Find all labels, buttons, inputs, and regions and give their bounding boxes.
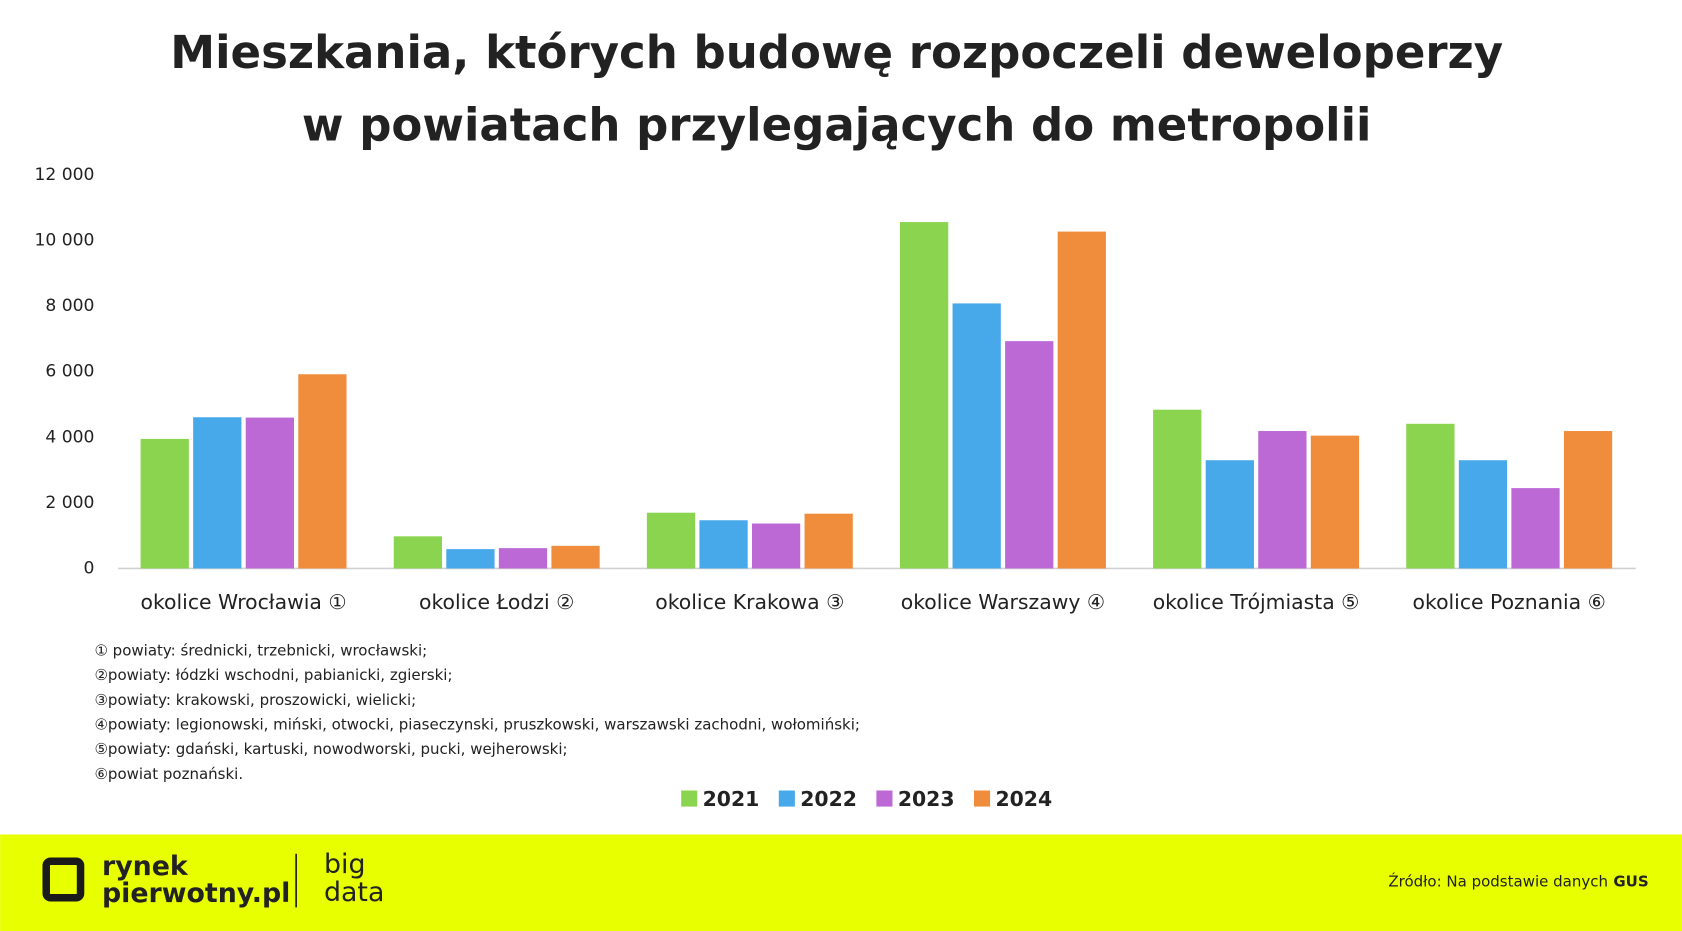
- legend-label: 2021: [703, 787, 760, 811]
- brand: pierwotny.pl: [102, 878, 290, 909]
- y-tick-label: 0: [84, 558, 95, 578]
- footnote: ④powiaty: legionowski, miński, otwocki, …: [94, 716, 859, 734]
- legend-swatch: [974, 790, 991, 807]
- bar: [140, 438, 189, 569]
- bar: [1511, 488, 1560, 569]
- x-tick-label: okolice Poznania ⑥: [1413, 590, 1606, 614]
- x-tick-label: okolice Łodzi ②: [419, 590, 574, 614]
- tagline: data: [324, 877, 384, 908]
- bar: [899, 222, 949, 569]
- bar: [1005, 341, 1054, 569]
- brand: rynek: [102, 851, 189, 882]
- bar: [1310, 435, 1360, 569]
- bar: [446, 549, 495, 569]
- source-text: Źródło: Na podstawie danych: [1388, 871, 1608, 890]
- bar: [1057, 231, 1106, 569]
- bar: [1258, 431, 1307, 569]
- tagline: big: [324, 849, 365, 880]
- source-bold: GUS: [1613, 872, 1648, 890]
- legend-swatch: [681, 790, 698, 807]
- footnote: ⑥powiat poznański.: [94, 765, 243, 783]
- legend-label: 2023: [898, 787, 955, 811]
- bar: [245, 417, 294, 569]
- footnote: ① powiaty: średnicki, trzebnicki, wrocła…: [94, 642, 427, 660]
- footnote: ②powiaty: łódzki wschodni, pabianicki, z…: [94, 666, 452, 684]
- y-tick-label: 10 000: [34, 230, 94, 250]
- bar: [551, 545, 600, 569]
- bar: [498, 548, 548, 569]
- footnote: ③powiaty: krakowski, proszowicki, wielic…: [94, 691, 416, 709]
- bar: [804, 513, 853, 569]
- bar: [1153, 409, 1202, 569]
- bar: [751, 523, 801, 569]
- y-tick-label: 8 000: [45, 296, 94, 316]
- bar: [699, 520, 748, 569]
- legend-label: 2022: [800, 787, 857, 811]
- bar: [193, 417, 242, 569]
- y-tick-label: 6 000: [45, 362, 94, 382]
- bar: [952, 303, 1001, 569]
- bar: [298, 374, 347, 569]
- footer-band: [0, 834, 1682, 931]
- logo-icon: [42, 857, 85, 902]
- bar: [1563, 431, 1613, 569]
- y-tick-label: 2 000: [45, 493, 94, 513]
- legend-swatch: [778, 790, 795, 807]
- x-tick-label: okolice Wrocławia ①: [141, 590, 347, 614]
- footnote: ⑤powiaty: gdański, kartuski, nowodworski…: [94, 740, 567, 758]
- bar: [393, 536, 442, 569]
- chart-title: w powiatach przylegających do metropolii: [302, 99, 1372, 152]
- legend-label: 2024: [995, 787, 1052, 811]
- x-tick-label: okolice Trójmiasta ⑤: [1153, 590, 1360, 614]
- y-tick-label: 4 000: [45, 427, 94, 447]
- legend-swatch: [876, 790, 893, 807]
- y-tick-label: 12 000: [34, 165, 94, 185]
- source: Źródło: Na podstawie danych GUS: [1388, 871, 1648, 890]
- x-tick-label: okolice Krakowa ③: [655, 590, 844, 614]
- bar: [1205, 460, 1254, 569]
- bar: [1458, 460, 1508, 569]
- x-tick-label: okolice Warszawy ④: [901, 590, 1105, 614]
- bar: [646, 512, 696, 569]
- bar: [1406, 423, 1455, 569]
- chart-title: Mieszkania, których budowę rozpoczeli de…: [170, 26, 1503, 79]
